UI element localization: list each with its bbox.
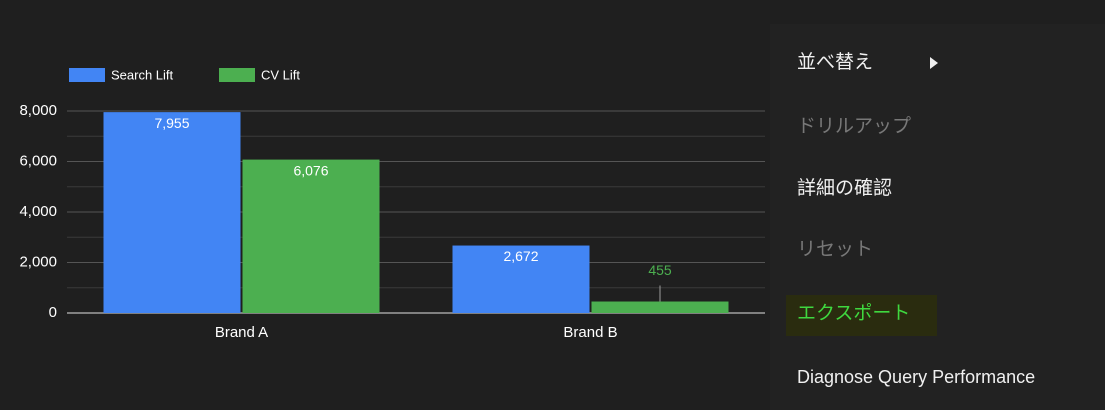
y-tick-label: 4,000: [19, 203, 57, 220]
menu-item: ドリルアップ: [797, 115, 911, 137]
value-label: 455: [648, 262, 672, 278]
legend-label: Search Lift: [111, 67, 174, 82]
menu-item[interactable]: Diagnose Query Performance: [797, 367, 1035, 387]
value-label: 6,076: [293, 162, 328, 178]
submenu-arrow: [930, 57, 938, 69]
bar: [103, 112, 241, 313]
y-tick-label: 0: [49, 304, 57, 321]
value-label: 2,672: [503, 248, 538, 264]
menu-highlight: [786, 295, 937, 336]
context-menu: [770, 24, 1105, 410]
x-tick-label: Brand B: [563, 324, 617, 341]
menu-item[interactable]: 並べ替え: [797, 51, 873, 73]
y-tick-label: 2,000: [19, 253, 57, 270]
legend-label: CV Lift: [261, 67, 300, 82]
menu-item[interactable]: 詳細の確認: [797, 177, 892, 199]
legend-swatch: [69, 68, 105, 82]
value-label: 7,955: [154, 115, 189, 131]
y-tick-label: 8,000: [19, 102, 57, 119]
y-tick-label: 6,000: [19, 152, 57, 169]
bar: [591, 301, 729, 313]
bar: [452, 245, 590, 313]
menu-item[interactable]: エクスポート: [797, 302, 910, 324]
bar: [242, 159, 380, 313]
legend-swatch: [219, 68, 255, 82]
x-tick-label: Brand A: [215, 324, 268, 341]
menu-item: リセット: [797, 239, 873, 260]
